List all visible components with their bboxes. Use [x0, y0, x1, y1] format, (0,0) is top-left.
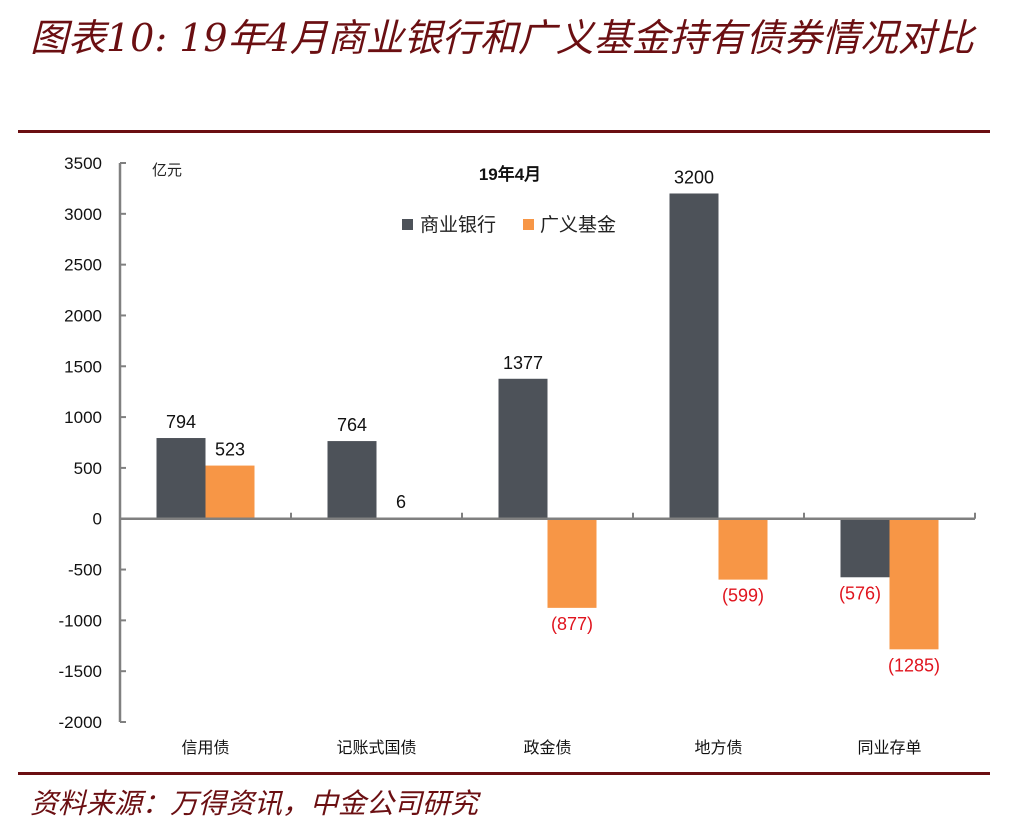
- y-unit-label: 亿元: [152, 162, 182, 179]
- y-tick-label: 3500: [64, 154, 102, 173]
- x-tick-label: 同业存单: [857, 739, 921, 757]
- x-tick-label: 地方债: [694, 739, 742, 757]
- data-label-1-4: (1285): [888, 655, 940, 675]
- y-tick-label: -1500: [59, 662, 102, 681]
- y-tick-label: -2000: [59, 713, 102, 732]
- x-tick-label: 信用债: [181, 739, 229, 757]
- data-label-1-2: (877): [551, 614, 593, 634]
- x-tick-label: 政金债: [523, 739, 571, 757]
- chart-title: 19年4月: [479, 164, 541, 184]
- bar-0-2: [498, 378, 548, 519]
- data-label-1-3: (599): [722, 586, 764, 606]
- legend: 商业银行 广义基金: [402, 214, 616, 236]
- x-tick-label: 记账式国债: [336, 739, 416, 757]
- y-axis-ticks: 3500 3000 2500 2000 1500 1000 500 0 -500 -1000 -15…: [59, 154, 126, 732]
- bar-1-4: [889, 518, 939, 650]
- bar-1-0: [205, 465, 255, 519]
- y-tick-label: 2500: [64, 256, 102, 275]
- y-tick-label: 0: [93, 510, 102, 529]
- y-tick-label: 1500: [64, 357, 102, 376]
- bars: [156, 193, 939, 650]
- y-tick-label: -500: [68, 561, 102, 580]
- data-labels: 794 523 764 6 1377 (877) 3200 (599) (576) (1285): [166, 167, 940, 675]
- title-rule: [18, 130, 990, 133]
- legend-label-series-0: 商业银行: [420, 214, 496, 236]
- figure-title: 图表10: 19年4月商业银行和广义基金持有债券情况对比: [30, 16, 974, 60]
- data-label-0-4: (576): [839, 583, 881, 603]
- y-tick-label: 500: [74, 459, 102, 478]
- y-tick-label: 1000: [64, 408, 102, 427]
- data-label-0-1: 764: [337, 415, 367, 435]
- source-note: 资料来源：万得资讯，中金公司研究: [30, 787, 479, 820]
- data-label-0-3: 3200: [674, 167, 714, 187]
- bar-0-4: [840, 518, 890, 578]
- legend-label-series-1: 广义基金: [540, 214, 616, 236]
- data-label-0-0: 794: [166, 412, 196, 432]
- bar-1-2: [547, 518, 597, 608]
- data-label-1-1: 6: [396, 492, 406, 512]
- source-rule: [18, 772, 990, 775]
- y-tick-label: 2000: [64, 306, 102, 325]
- legend-swatch-series-0: [402, 219, 413, 230]
- bar-0-0: [156, 438, 206, 519]
- bar-1-3: [718, 518, 768, 580]
- legend-swatch-series-1: [523, 219, 534, 230]
- data-label-0-2: 1377: [503, 353, 543, 373]
- data-label-1-0: 523: [215, 440, 245, 460]
- x-axis: 信用债 记账式国债 政金债 地方债 同业存单: [119, 512, 976, 757]
- bar-0-1: [327, 441, 377, 519]
- bar-0-3: [669, 193, 719, 519]
- y-tick-label: 3000: [64, 205, 102, 224]
- y-tick-label: -1000: [59, 611, 102, 630]
